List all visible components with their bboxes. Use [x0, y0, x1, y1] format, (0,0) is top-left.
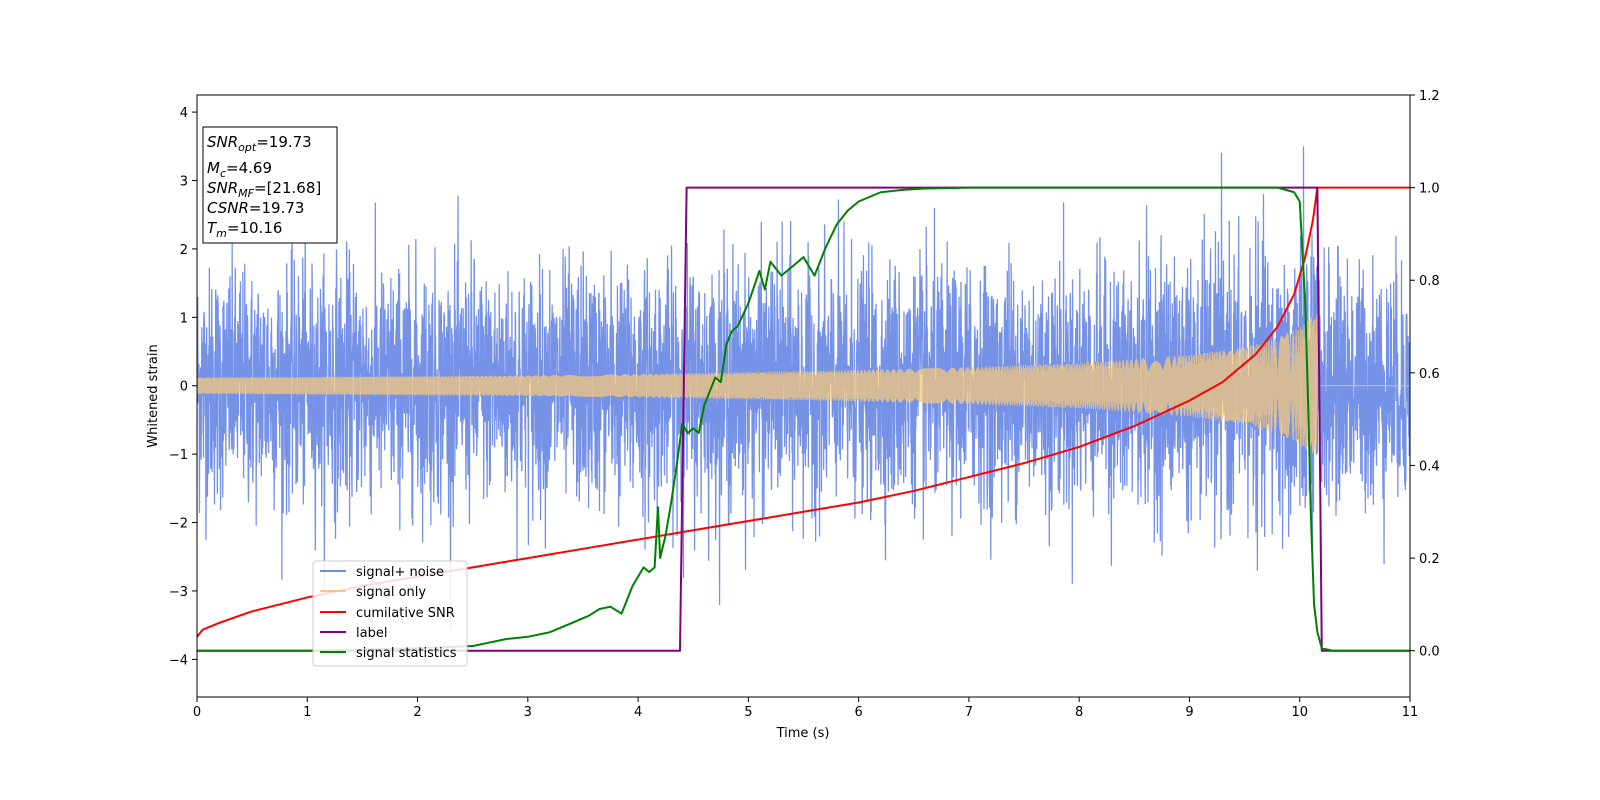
x-tick-label: 8 — [1075, 705, 1083, 720]
y-right-tick-label: 1.0 — [1419, 182, 1440, 197]
x-axis: 0 1 2 3 4 5 6 7 8 9 10 11 — [193, 697, 1418, 720]
y-right-tick-label: 0.2 — [1419, 552, 1440, 567]
y-left-tick-label: −4 — [169, 653, 188, 668]
x-tick-label: 7 — [965, 705, 973, 720]
legend-label: cumilative SNR — [356, 606, 455, 621]
legend-item-signal-statistics: signal statistics — [320, 646, 457, 661]
y-right-tick-label: 0.0 — [1419, 645, 1440, 660]
y-right-tick-label: 1.2 — [1419, 89, 1440, 104]
y-left-tick-label: −2 — [169, 517, 188, 532]
x-tick-label: 2 — [413, 705, 421, 720]
y-left-tick-label: 4 — [180, 106, 188, 121]
info-snr-mf: SNRMF=[21.68] — [207, 179, 321, 200]
x-axis-label: Time (s) — [776, 726, 830, 741]
legend: signal+ noise signal only cumilative SNR… — [312, 560, 468, 667]
y-left-tick-label: −1 — [169, 448, 188, 463]
info-mc: Mc=4.69 — [207, 159, 272, 180]
y-left-tick-label: 2 — [180, 243, 188, 258]
y-right-tick-label: 0.4 — [1419, 459, 1440, 474]
legend-item-signal-only: signal only — [320, 585, 426, 600]
legend-item-cumulative-snr: cumilative SNR — [320, 606, 455, 621]
y-axis-left: −4 −3 −2 −1 0 1 2 3 4 — [169, 106, 197, 668]
y-left-tick-label: 0 — [180, 380, 188, 395]
x-tick-label: 10 — [1291, 705, 1308, 720]
legend-frame — [312, 560, 468, 667]
plot-frame — [196, 94, 1411, 698]
legend-label: signal statistics — [356, 646, 457, 661]
x-tick-label: 9 — [1185, 705, 1193, 720]
y-left-tick-label: −3 — [169, 585, 188, 600]
x-tick-label: 6 — [854, 705, 862, 720]
series-layer — [197, 146, 1410, 652]
y-right-tick-label: 0.8 — [1419, 274, 1440, 289]
info-csnr: CSNR=19.73 — [207, 199, 304, 217]
x-tick-label: 0 — [193, 705, 201, 720]
series-signal-only — [197, 314, 1410, 457]
y-right-tick-label: 0.6 — [1419, 367, 1440, 382]
x-tick-label: 3 — [524, 705, 532, 720]
series-signal-statistics — [197, 186, 1410, 652]
x-tick-label: 5 — [744, 705, 752, 720]
legend-label: signal+ noise — [356, 565, 444, 580]
y-axis-label: Whitened strain — [146, 344, 161, 447]
x-tick-label: 1 — [303, 705, 311, 720]
info-tm: Tm=10.16 — [207, 219, 282, 240]
legend-label: signal only — [356, 585, 426, 600]
legend-item-signal-noise: signal+ noise — [320, 565, 444, 580]
legend-item-label: label — [320, 626, 387, 641]
y-left-tick-label: 1 — [180, 311, 188, 326]
x-tick-label: 11 — [1402, 705, 1419, 720]
info-box: SNRopt=19.73 Mc=4.69 SNRMF=[21.68] CSNR=… — [202, 126, 338, 244]
info-snr-opt: SNRopt=19.73 — [207, 133, 312, 154]
info-box-frame — [202, 126, 338, 244]
y-axis-right: 0.0 0.2 0.4 0.6 0.8 1.0 1.2 — [1410, 89, 1440, 660]
legend-label: label — [356, 626, 387, 641]
x-tick-label: 4 — [634, 705, 642, 720]
y-left-tick-label: 3 — [180, 175, 188, 190]
